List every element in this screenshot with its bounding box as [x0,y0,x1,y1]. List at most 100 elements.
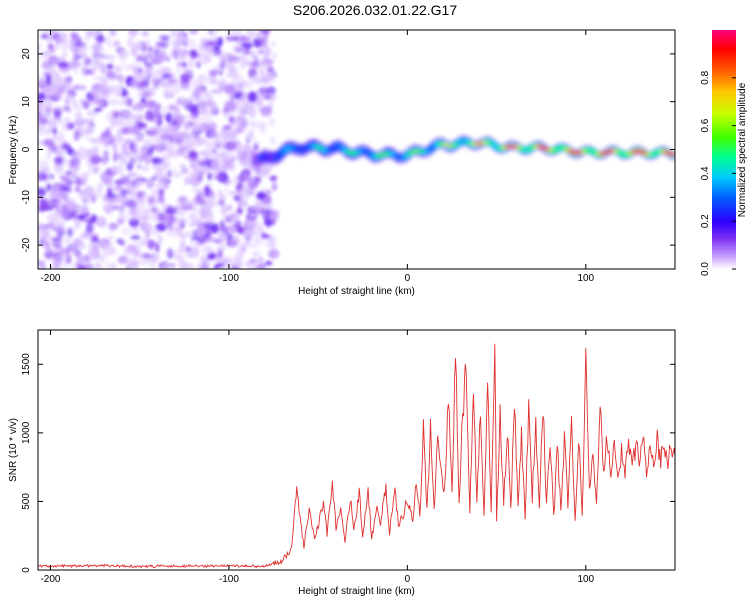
noise-blob [60,143,71,150]
noise-blob [57,149,68,155]
noise-blob [46,213,58,223]
noise-blob [178,231,190,239]
noise-blob [38,187,47,197]
noise-blob [208,30,214,35]
noise-blob [90,87,100,98]
noise-blob [166,227,171,238]
spectrogram-noise [38,30,280,269]
noise-blob [132,41,143,52]
y-tick-label: 10 [21,96,32,108]
noise-blob [132,226,140,235]
noise-blob [175,132,185,140]
noise-blob [66,247,71,257]
noise-blob [169,84,181,95]
noise-blob [220,243,226,251]
noise-blob [183,199,193,206]
noise-blob [188,150,199,159]
noise-blob [266,86,272,94]
noise-blob [250,60,261,68]
noise-blob [42,230,51,240]
noise-blob [236,227,246,234]
noise-blob [208,189,214,197]
noise-blob [219,193,227,200]
noise-blob [111,142,118,149]
noise-blob [146,134,156,145]
noise-blob [73,65,79,75]
noise-blob [117,255,129,264]
noise-blob [63,230,70,239]
noise-blob [173,78,180,87]
noise-blob [188,212,196,221]
noise-blob [93,145,98,156]
noise-blob [81,55,89,61]
noise-blob [77,153,87,158]
noise-blob [229,120,241,127]
noise-blob [169,230,181,239]
noise-blob [214,174,225,182]
noise-blob [85,153,96,158]
noise-blob [57,200,64,211]
noise-blob [154,171,162,179]
x-tick-label: 100 [577,574,594,585]
noise-blob [61,120,72,131]
noise-blob [263,220,273,226]
noise-blob [222,160,232,168]
noise-blob [111,165,120,172]
noise-blob [255,32,266,40]
noise-blob [180,82,192,91]
noise-blob [249,120,257,129]
noise-blob [226,132,237,142]
colorbar-tick-label: 0.8 [700,70,711,84]
noise-blob [101,249,109,259]
noise-blob [186,38,197,48]
noise-blob [137,113,143,120]
noise-blob [138,257,150,266]
noise-blob [176,61,183,67]
noise-blob [239,194,250,201]
noise-blob [204,222,215,231]
noise-blob [197,188,209,199]
noise-blob [96,60,105,68]
noise-blob [145,177,155,189]
noise-blob [223,125,233,130]
noise-blob [130,182,139,190]
noise-blob [237,35,249,41]
noise-blob [72,54,83,60]
noise-blob [128,261,140,266]
noise-blob [62,157,69,165]
noise-blob [148,86,157,97]
noise-blob [121,126,131,135]
noise-blob [38,54,47,59]
noise-blob [183,262,195,269]
colorbar-tick-label: 0.6 [700,118,711,132]
noise-blob [109,263,117,269]
noise-blob [242,79,253,90]
noise-blob [46,183,52,192]
noise-blob [93,75,104,81]
noise-blob [203,235,215,243]
noise-blob [229,68,240,77]
noise-blob [202,104,210,112]
noise-blob [232,35,239,42]
noise-blob [114,119,126,127]
noise-blob [177,145,187,156]
noise-blob [38,92,45,100]
noise-blob [90,165,102,170]
x-tick-label: 100 [577,273,594,284]
noise-blob [193,87,201,96]
figure-title: S206.2026.032.01.22.G17 [293,2,457,18]
noise-blob [110,30,117,37]
noise-blob [55,206,65,218]
noise-blob [223,61,234,70]
noise-blob [223,84,236,95]
noise-blob [166,72,176,78]
snr-y-ticks: 0 500 1000 1500 [21,353,675,573]
noise-blob [108,183,114,190]
noise-blob [80,172,89,181]
noise-blob [198,54,209,65]
noise-blob [170,263,176,268]
noise-blob [163,92,175,99]
noise-blob [186,102,197,113]
noise-blob [40,33,49,40]
noise-blob [50,47,56,54]
